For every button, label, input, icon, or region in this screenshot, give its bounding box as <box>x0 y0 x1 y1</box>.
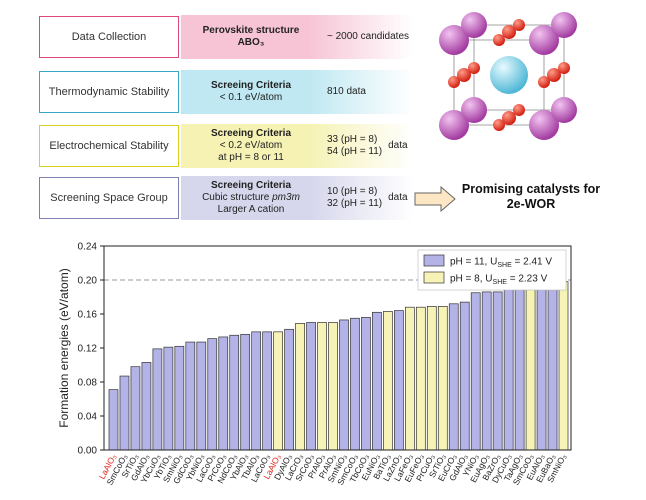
bar-10 <box>207 338 218 451</box>
formation-energy-chart: 0.00 0.04 0.08 0.12 0.16 0.20 0.24 Formation e… <box>57 242 572 487</box>
bar-35 <box>481 291 492 451</box>
y-tick-label: 0.00 <box>78 446 98 457</box>
bar-40 <box>536 286 547 451</box>
bar-27 <box>394 310 404 451</box>
bar-12 <box>229 334 240 451</box>
legend-label: pH = 11, USHE = 2.41 V <box>450 257 552 270</box>
perovskite-crystal-icon <box>439 12 577 140</box>
bar-30 <box>426 305 437 451</box>
workflow-panel: Data Collection Perovskite structure ABO₃ ~… <box>0 0 646 230</box>
bar-41 <box>547 283 558 451</box>
step-result-4: 10 (pH = 8) 32 (pH = 11) data <box>327 186 408 209</box>
right-arrow-icon <box>414 186 456 212</box>
step-label-1: Data Collection <box>39 16 179 58</box>
bar-34 <box>470 292 481 451</box>
step-label-4: Screening Space Group <box>39 177 179 219</box>
y-tick-label: 0.04 <box>78 412 98 423</box>
y-tick-label: 0.12 <box>78 344 98 355</box>
bar-1 <box>108 389 119 451</box>
step-result-3: 33 (pH = 8) 54 (pH = 11) data <box>327 134 408 157</box>
bar-14 <box>251 331 262 451</box>
bar-29 <box>415 306 426 451</box>
bar-38 <box>514 288 525 451</box>
bar-5 <box>152 348 163 451</box>
bar-33 <box>459 301 470 451</box>
y-tick-label: 0.24 <box>78 242 98 253</box>
step-band-2 <box>181 70 413 114</box>
bar-37 <box>503 288 514 451</box>
bar-39 <box>525 287 536 451</box>
step-band-4 <box>181 176 413 220</box>
conclusion-text: Promising catalysts for 2e-WOR <box>461 182 601 211</box>
step-criteria-3: Screeing Criteria < 0.2 eV/atom at pH = 8 … <box>210 128 292 163</box>
y-axis-label: Formation energies (eV/atom) <box>57 268 71 427</box>
bar-28 <box>404 306 415 451</box>
bar-26 <box>383 311 393 451</box>
step-label-2: Thermodynamic Stability <box>39 71 179 113</box>
bar-8 <box>185 341 196 451</box>
bar-3 <box>130 366 141 451</box>
step-label-3: Electrochemical Stability <box>39 125 179 167</box>
legend-swatch <box>423 271 445 284</box>
bar-23 <box>350 317 360 451</box>
step-criteria-1: Perovskite structure ABO₃ <box>202 25 300 48</box>
bar-6 <box>163 346 174 451</box>
bar-13 <box>240 334 251 451</box>
bar-16 <box>273 331 283 451</box>
bar-17 <box>284 328 294 451</box>
y-tick-label: 0.16 <box>78 310 98 321</box>
bar-31 <box>437 305 448 451</box>
bar-18 <box>295 322 305 451</box>
bar-20 <box>317 322 327 451</box>
bar-19 <box>306 322 316 451</box>
plot-frame <box>103 245 572 451</box>
bar-22 <box>339 319 349 451</box>
y-tick-label: 0.20 <box>78 276 98 287</box>
bar-2 <box>119 375 130 451</box>
step-criteria-2: Screeing Criteria < 0.1 eV/atom <box>210 80 292 103</box>
bar-7 <box>174 345 185 451</box>
bar-24 <box>361 317 371 451</box>
bar-32 <box>448 303 459 451</box>
bar-9 <box>196 341 207 451</box>
bar-4 <box>141 362 152 451</box>
legend-swatch <box>423 254 445 267</box>
step-band-3 <box>181 124 413 168</box>
bar-42 <box>558 281 569 451</box>
step-criteria-4: Screeing Criteria Cubic structure pm3m Lar… <box>202 180 300 215</box>
bar-21 <box>328 322 338 451</box>
legend-label: pH = 8, USHE = 2.23 V <box>450 274 548 287</box>
step-result-2: 810 data <box>327 86 366 97</box>
bar-25 <box>372 311 382 451</box>
bar-15 <box>262 331 273 451</box>
y-tick-label: 0.08 <box>78 378 98 389</box>
step-band-1 <box>181 15 413 59</box>
bar-11 <box>218 336 229 451</box>
bar-36 <box>492 291 503 451</box>
step-result-1: ~ 2000 candidates <box>327 31 410 42</box>
